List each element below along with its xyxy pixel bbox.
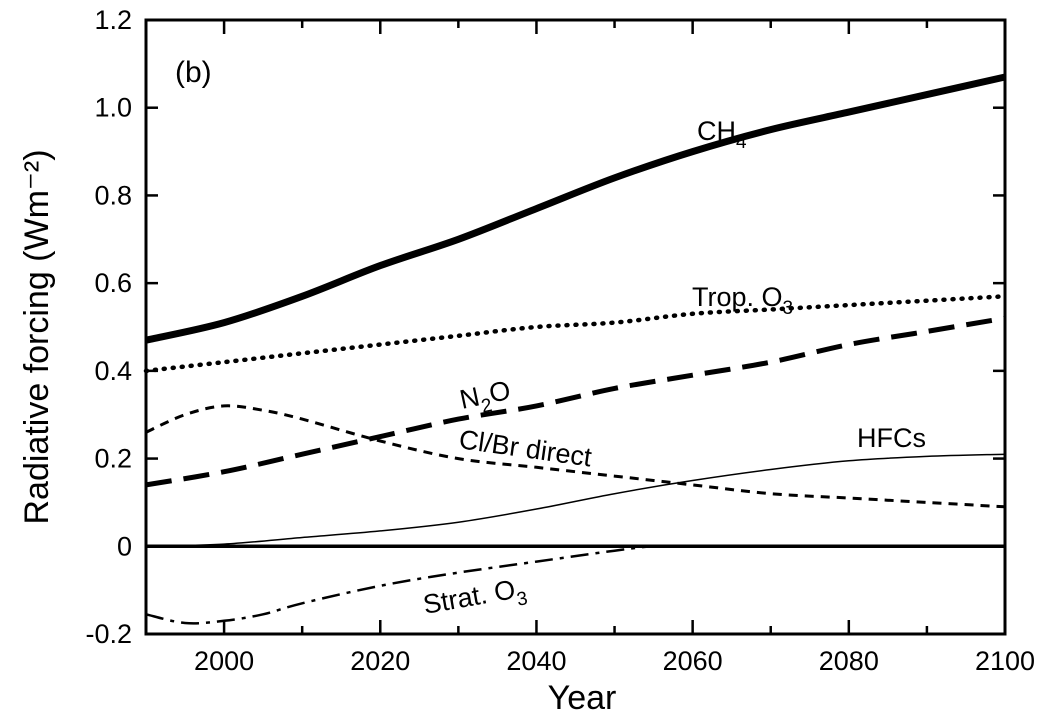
plot-frame	[144, 18, 1007, 636]
ticks-layer: -0.2 0 0.2 0.4 0.6 0.8 1.0 1.2 2000 2020 2040 2060 2…	[85, 5, 1035, 676]
y-tick-label: 0.6	[94, 268, 132, 298]
y-tick-label: 0.8	[94, 180, 132, 210]
x-tick-label: 2000	[194, 646, 254, 676]
series-line-strat-o3	[145, 544, 1005, 625]
series-layer	[143, 73, 1008, 625]
series-line-trop-o3	[143, 294, 1008, 374]
x-tick-label: 2020	[350, 646, 410, 676]
series-line-ch4	[145, 73, 1006, 344]
x-tick-label: 2100	[975, 646, 1035, 676]
x-tick-label: 2080	[819, 646, 879, 676]
panel-label: (b)	[175, 56, 212, 89]
series-line-cl-br-direct	[145, 404, 1006, 509]
strat-o3-series-label: Strat. O3	[421, 572, 529, 626]
n2o-series-label: N2O	[457, 375, 515, 422]
series-line-n2o	[145, 315, 1006, 488]
x-tick-label: 2060	[663, 646, 723, 676]
trop-o3-series-label: Trop. O3	[692, 282, 793, 319]
y-tick-label: 0.4	[94, 356, 132, 386]
x-axis-title: Year	[548, 679, 617, 717]
y-tick-label: -0.2	[85, 619, 132, 649]
x-tick-label: 2040	[506, 646, 566, 676]
series-line-hfcs	[145, 453, 1006, 548]
ch4-series-label: CH4	[697, 116, 747, 153]
y-axis-title: Radiative forcing (Wm⁻²)	[18, 149, 56, 524]
hfcs-series-label: HFCs	[857, 423, 926, 453]
y-tick-label: 0	[117, 531, 132, 561]
y-tick-label: 0.2	[94, 444, 132, 474]
y-tick-label: 1.0	[94, 93, 132, 123]
y-tick-label: 1.2	[94, 5, 132, 35]
